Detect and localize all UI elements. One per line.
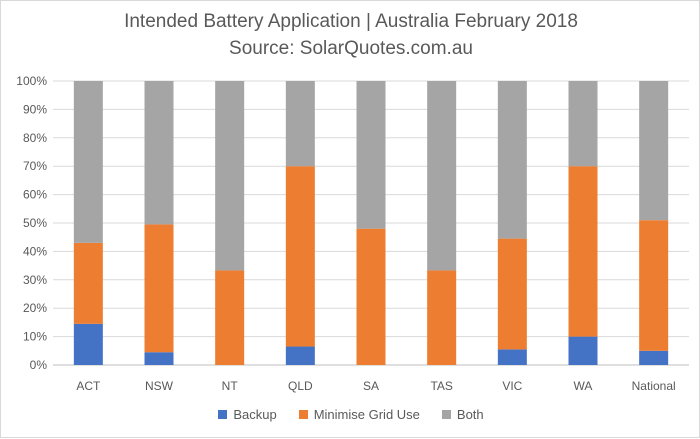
legend-item: Minimise Grid Use — [298, 407, 420, 422]
bar-segment — [639, 81, 669, 221]
y-tick-label: 60% — [23, 188, 47, 202]
legend-swatch — [441, 410, 451, 419]
bar-segment — [356, 228, 386, 365]
chart-title: Intended Battery Application | Australia… — [124, 11, 578, 32]
bar-segment — [497, 349, 527, 365]
legend-swatch — [218, 410, 228, 419]
legend-item: Backup — [218, 407, 277, 422]
bar-segment — [639, 350, 669, 365]
bar-segment — [639, 220, 669, 351]
y-tick-label: 0% — [30, 358, 48, 372]
y-tick-label: 20% — [23, 301, 47, 315]
bar-segment — [73, 81, 103, 243]
x-tick-label: WA — [574, 379, 593, 393]
chart-subtitle: Source: SolarQuotes.com.au — [229, 38, 473, 59]
legend-label: Backup — [233, 407, 277, 422]
bar-segment — [285, 346, 315, 365]
bar-segment — [568, 81, 598, 167]
y-tick-label: 100% — [16, 74, 47, 88]
y-tick-label: 90% — [23, 102, 47, 116]
bar-segment — [144, 224, 174, 353]
y-tick-label: 40% — [23, 244, 47, 258]
bar-segment — [215, 81, 245, 271]
bar-segment — [215, 270, 245, 365]
x-tick-label: SA — [363, 379, 379, 393]
bar-segment — [285, 166, 315, 347]
bar-segment — [356, 81, 386, 229]
legend-item: Both — [441, 407, 484, 422]
x-tick-label: QLD — [288, 379, 313, 393]
y-tick-label: 10% — [23, 330, 47, 344]
y-tick-label: 30% — [23, 273, 47, 287]
bar-segment — [144, 81, 174, 225]
y-tick-label: 50% — [23, 216, 47, 230]
bar-segment — [73, 323, 103, 365]
bar-segment — [497, 238, 527, 350]
chart-legend: Backup Minimise Grid Use Both — [1, 407, 700, 422]
x-tick-label: ACT — [76, 379, 101, 393]
y-tick-label: 80% — [23, 131, 47, 145]
bar-segment — [497, 81, 527, 239]
bar-segment — [427, 81, 457, 271]
legend-label: Both — [456, 407, 484, 422]
bar-segment — [73, 242, 103, 324]
bar-segment — [285, 81, 315, 167]
bar-segment — [568, 336, 598, 365]
bar-segment — [568, 166, 598, 337]
x-tick-label: National — [632, 379, 676, 393]
legend-swatch — [298, 410, 308, 419]
bar-segment — [144, 352, 174, 365]
x-tick-label: TAS — [430, 379, 452, 393]
bar-segment — [427, 270, 457, 365]
legend-label: Minimise Grid Use — [313, 407, 420, 422]
x-tick-label: NSW — [145, 379, 174, 393]
x-tick-label: NT — [222, 379, 239, 393]
x-tick-label: VIC — [502, 379, 522, 393]
y-tick-label: 70% — [23, 159, 47, 173]
